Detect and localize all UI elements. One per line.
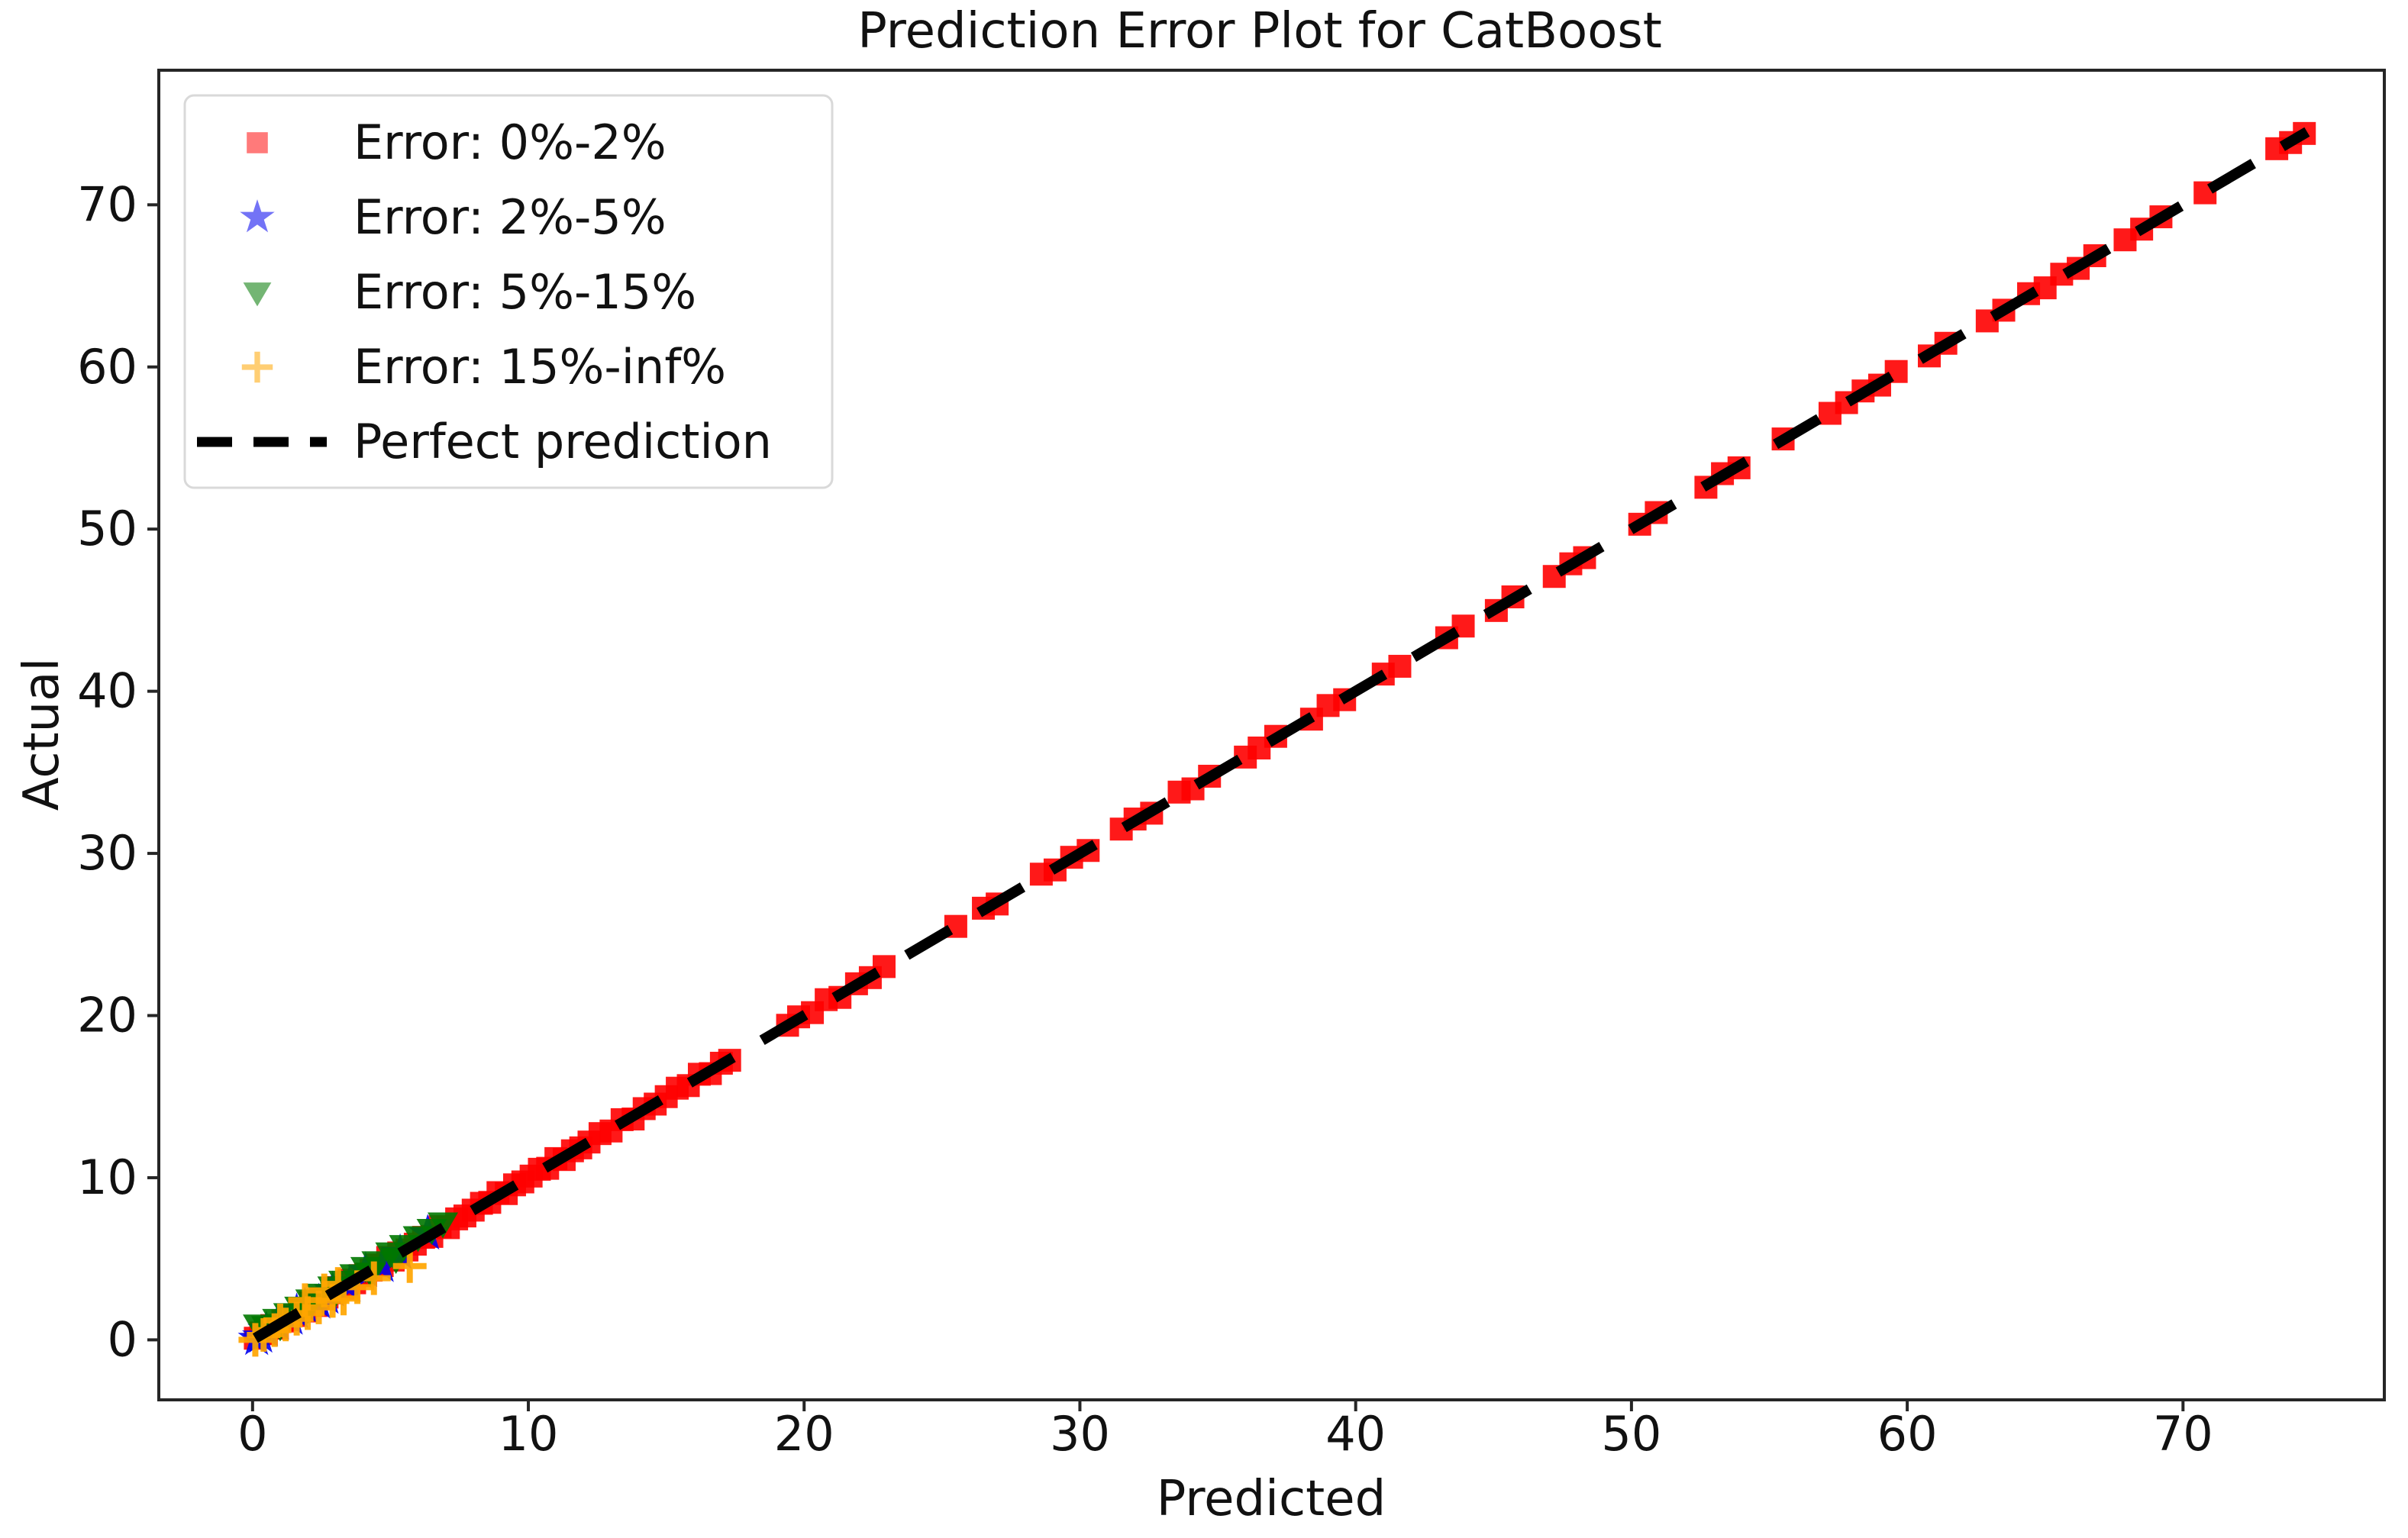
y-tick-label: 0 <box>108 1311 137 1367</box>
legend-entry-label: Error: 2%-5% <box>353 189 667 245</box>
series-plus <box>238 1249 427 1357</box>
x-axis-label: Predicted <box>1157 1471 1386 1527</box>
x-tick-label: 50 <box>1601 1406 1661 1462</box>
legend-entry-label: Error: 5%-15% <box>353 264 696 320</box>
legend-entry: Perfect prediction <box>197 414 772 469</box>
scatter-point <box>428 1212 459 1239</box>
y-tick-label: 50 <box>77 501 137 556</box>
scatter-point <box>1388 654 1412 678</box>
legend-marker-plus-icon <box>241 351 273 383</box>
legend-entry-label: Error: 0%-2% <box>353 114 667 170</box>
scatter-point <box>288 1283 322 1317</box>
y-tick-label: 20 <box>77 988 137 1043</box>
y-tick-label: 60 <box>77 339 137 395</box>
chart-title: Prediction Error Plot for CatBoost <box>857 3 1662 60</box>
legend-box <box>183 94 834 489</box>
x-tick-label: 40 <box>1325 1406 1386 1462</box>
legend-marker-triangle-down-icon <box>243 282 272 307</box>
scatter-point <box>392 1249 427 1283</box>
x-tick-label: 30 <box>1050 1406 1110 1462</box>
legend-marker-square-icon <box>247 132 268 153</box>
x-tick-label: 10 <box>499 1406 559 1462</box>
axes-spines <box>157 69 2386 1401</box>
data-layer <box>237 121 2316 1357</box>
legend-entry: Error: 2%-5% <box>240 189 667 245</box>
y-tick-label: 30 <box>77 825 137 881</box>
x-tick-label: 60 <box>1877 1406 1938 1462</box>
legend-entry-label: Perfect prediction <box>353 414 772 469</box>
legend-entry: Error: 0%-2% <box>247 114 667 170</box>
y-tick-label: 70 <box>77 176 137 232</box>
legend-entry: Error: 5%-15% <box>243 264 696 320</box>
y-axis-label: Actual <box>14 658 70 811</box>
x-tick-label: 0 <box>237 1406 267 1462</box>
y-tick-label: 40 <box>77 663 137 719</box>
legend-entry: Error: 15%-inf% <box>241 339 726 395</box>
perfect-prediction-line <box>252 127 2310 1343</box>
y-tick-label: 10 <box>77 1149 137 1205</box>
legend-entry-label: Error: 15%-inf% <box>353 339 726 395</box>
legend: Error: 0%-2% Error: 2%-5% Error: 5%-15% Err… <box>183 94 834 489</box>
x-tick-label: 20 <box>774 1406 834 1462</box>
legend-marker-star-icon <box>240 199 275 233</box>
x-tick-label: 70 <box>2153 1406 2213 1462</box>
axes-layer: 0 10 20 30 40 50 60 70 0 10 20 30 40 50 60 70 <box>77 69 2386 1462</box>
